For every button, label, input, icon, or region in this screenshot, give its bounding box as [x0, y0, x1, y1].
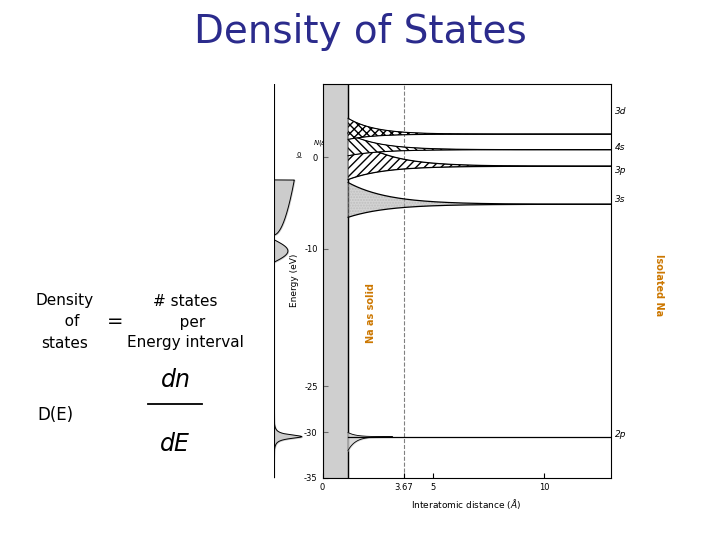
X-axis label: Interatomic distance ($\AA$): Interatomic distance ($\AA$): [412, 497, 521, 511]
Text: 4s: 4s: [615, 144, 626, 152]
Text: 3s: 3s: [615, 195, 626, 204]
Text: D(E): D(E): [37, 406, 73, 424]
Text: 3d: 3d: [615, 107, 626, 116]
Text: Na as solid: Na as solid: [366, 283, 377, 343]
Text: Density
   of
states: Density of states: [36, 294, 94, 350]
Text: Isolated Na: Isolated Na: [654, 254, 665, 316]
Text: 0: 0: [297, 152, 302, 158]
Text: $dE$: $dE$: [159, 433, 191, 456]
Text: $N(\varepsilon)$: $N(\varepsilon)$: [313, 138, 329, 149]
Text: $dn$: $dn$: [160, 369, 190, 392]
Text: Density of States: Density of States: [194, 13, 526, 51]
Text: 2p: 2p: [615, 430, 626, 440]
Text: =: =: [107, 313, 123, 332]
Text: # states
   per
Energy interval: # states per Energy interval: [127, 294, 243, 350]
Text: 3p: 3p: [615, 166, 626, 176]
Y-axis label: Energy (eV): Energy (eV): [289, 254, 299, 307]
